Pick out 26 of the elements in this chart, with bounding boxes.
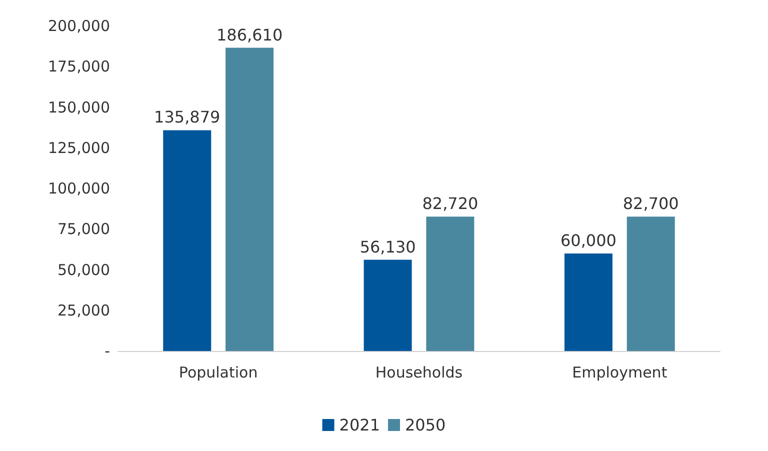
y-tick-label: 200,000 <box>48 17 110 35</box>
y-tick-label: 25,000 <box>58 301 110 320</box>
y-tick-label: 50,000 <box>58 260 110 279</box>
legend-label: 2021 <box>339 416 380 434</box>
data-label: 56,130 <box>360 237 416 256</box>
bar <box>364 260 412 351</box>
x-tick-label: Population <box>178 364 258 382</box>
y-tick-label: 150,000 <box>48 98 110 116</box>
legend-label: 2050 <box>405 416 446 434</box>
data-label: 82,700 <box>622 194 679 214</box>
y-tick-label: 100,000 <box>48 180 110 198</box>
x-tick-label: Employment <box>572 364 668 382</box>
data-label: 60,000 <box>560 231 616 250</box>
x-tick-label: Households <box>375 364 463 382</box>
y-tick-label: 75,000 <box>58 220 110 238</box>
data-label: 135,879 <box>154 108 220 127</box>
bar <box>564 254 612 351</box>
bar <box>226 48 274 351</box>
y-tick-label: - <box>104 342 110 360</box>
y-tick-label: 125,000 <box>48 138 110 157</box>
data-label: 186,610 <box>216 25 283 44</box>
data-label: 82,720 <box>422 194 478 214</box>
bar <box>163 130 212 351</box>
bar <box>626 216 675 351</box>
y-tick-label: 175,000 <box>48 58 110 76</box>
bar <box>426 216 474 351</box>
